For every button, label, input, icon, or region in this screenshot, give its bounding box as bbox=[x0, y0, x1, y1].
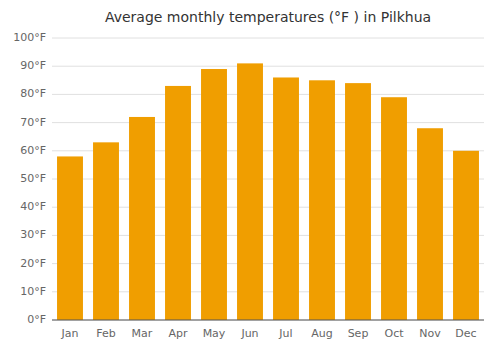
bar bbox=[237, 63, 263, 320]
bars bbox=[57, 63, 479, 320]
x-tick-label: Oct bbox=[384, 327, 404, 340]
x-tick-label: Apr bbox=[168, 327, 188, 340]
x-tick-labels: Jan Feb Mar Apr May Jun Jul Aug Sep Oct Nov Dec bbox=[61, 327, 477, 340]
bar bbox=[201, 69, 227, 320]
bar bbox=[345, 83, 371, 320]
x-tick-label: Feb bbox=[96, 327, 115, 340]
chart-title: Average monthly temperatures (°F ) in Pi… bbox=[105, 9, 431, 25]
bar bbox=[309, 80, 335, 320]
bar bbox=[273, 77, 299, 320]
y-tick-label: 10°F bbox=[20, 285, 46, 298]
bar bbox=[93, 142, 119, 320]
x-tick-label: Aug bbox=[311, 327, 332, 340]
x-tick-label: Jan bbox=[61, 327, 79, 340]
grid-line bbox=[52, 38, 484, 39]
y-tick-label: 90°F bbox=[20, 59, 46, 72]
y-tick-label: 40°F bbox=[20, 200, 46, 213]
bar bbox=[453, 151, 479, 320]
bar bbox=[417, 128, 443, 320]
x-tick-label: Jun bbox=[240, 327, 258, 340]
grid-line bbox=[52, 94, 484, 95]
y-tick-labels: 0°F 10°F 20°F 30°F 40°F 50°F 60°F 70°F 80°F 90°F 1… bbox=[13, 31, 46, 326]
chart-container: Average monthly temperatures (°F ) in Pi… bbox=[0, 0, 500, 350]
y-tick-label: 50°F bbox=[20, 172, 46, 185]
bar bbox=[165, 86, 191, 320]
bar bbox=[129, 117, 155, 320]
x-tick-label: May bbox=[203, 327, 226, 340]
grid-line bbox=[52, 66, 484, 67]
y-tick-label: 0°F bbox=[27, 313, 46, 326]
bar bbox=[381, 97, 407, 320]
chart-svg: Average monthly temperatures (°F ) in Pi… bbox=[0, 0, 500, 350]
y-grid bbox=[52, 38, 484, 320]
x-tick-label: Sep bbox=[348, 327, 369, 340]
x-tick-label: Dec bbox=[455, 327, 476, 340]
x-axis-line bbox=[52, 320, 484, 321]
grid-line bbox=[52, 320, 484, 321]
x-tick-label: Mar bbox=[132, 327, 153, 340]
grid-line bbox=[52, 122, 484, 123]
bar bbox=[57, 156, 83, 320]
x-tick-label: Jul bbox=[278, 327, 292, 340]
y-tick-label: 20°F bbox=[20, 257, 46, 270]
y-tick-label: 60°F bbox=[20, 144, 46, 157]
y-tick-label: 70°F bbox=[20, 116, 46, 129]
y-tick-label: 100°F bbox=[13, 31, 46, 44]
y-tick-label: 80°F bbox=[20, 87, 46, 100]
y-tick-label: 30°F bbox=[20, 228, 46, 241]
x-tick-label: Nov bbox=[419, 327, 441, 340]
